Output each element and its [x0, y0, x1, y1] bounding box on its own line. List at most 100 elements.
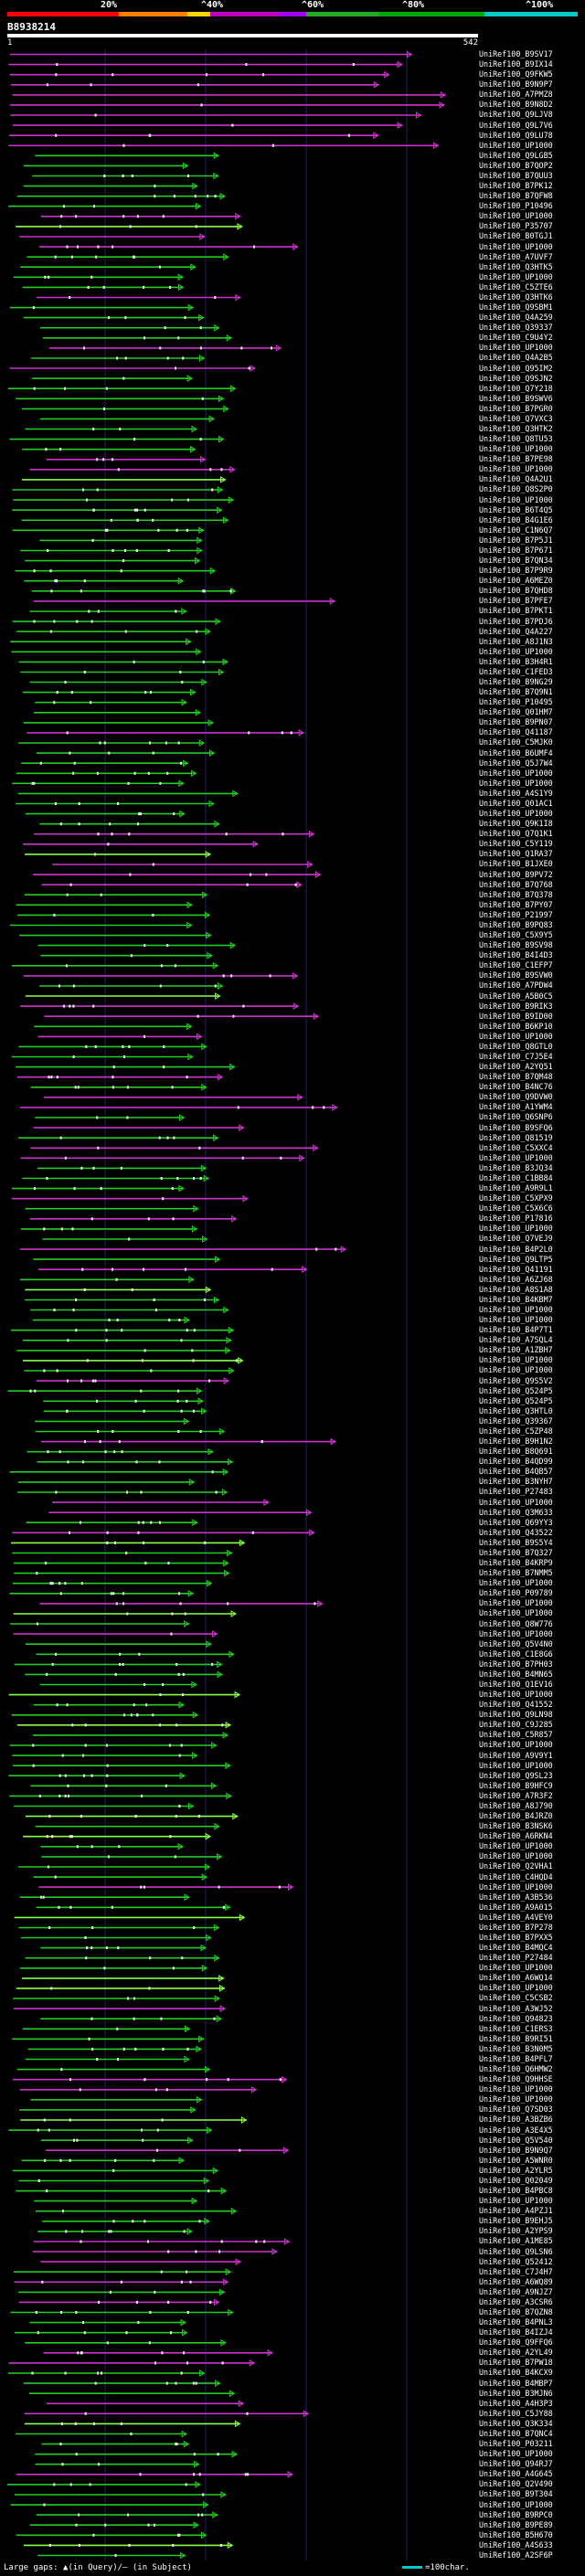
hit-track[interactable]: [24, 891, 208, 899]
hit-track[interactable]: [32, 172, 219, 180]
hit-track[interactable]: [22, 445, 197, 453]
hit-track[interactable]: [22, 1975, 225, 1982]
hit-label[interactable]: UniRef100_Q7VEJ9: [479, 1234, 553, 1244]
hit-track[interactable]: [42, 1235, 208, 1243]
hit-track[interactable]: [25, 2338, 227, 2347]
hit-track[interactable]: [25, 1670, 224, 1679]
hit-label[interactable]: UniRef100_A8J1N3: [479, 636, 553, 646]
hit-label[interactable]: UniRef100_Q52412: [479, 2256, 553, 2266]
hit-track[interactable]: [25, 1954, 220, 1962]
hit-label[interactable]: UniRef100_B7Q768: [479, 879, 553, 889]
hit-label[interactable]: UniRef100_B4PNL3: [479, 2317, 553, 2327]
hit-label[interactable]: UniRef100_UP1000: [479, 1224, 553, 1234]
hit-track[interactable]: [8, 1772, 186, 1780]
hit-track[interactable]: [36, 2511, 218, 2518]
hit-label[interactable]: UniRef100_B9SV98: [479, 940, 553, 950]
hit-track[interactable]: [52, 1499, 270, 1506]
hit-label[interactable]: UniRef100_Q3M633: [479, 1507, 553, 1517]
hit-track[interactable]: [12, 2075, 288, 2083]
hit-label[interactable]: UniRef100_A2YL49: [479, 2348, 553, 2358]
hit-track[interactable]: [15, 567, 217, 575]
hit-track[interactable]: [12, 1579, 213, 1587]
hit-track[interactable]: [10, 638, 192, 646]
hit-track[interactable]: [35, 2460, 200, 2468]
hit-track[interactable]: [9, 50, 413, 58]
hit-label[interactable]: UniRef100_A3B536: [479, 1892, 553, 1902]
hit-track[interactable]: [35, 1822, 220, 1830]
hit-label[interactable]: UniRef100_B0TGJ1: [479, 231, 553, 241]
hit-track[interactable]: [14, 2005, 227, 2012]
hit-label[interactable]: UniRef100_Q8W776: [479, 1618, 553, 1628]
hit-label[interactable]: UniRef100_B7P278: [479, 1922, 553, 1932]
hit-track[interactable]: [9, 1468, 229, 1476]
hit-label[interactable]: UniRef100_B4QB57: [479, 1467, 553, 1477]
hit-label[interactable]: UniRef100_A4VEY0: [479, 1912, 553, 1922]
hit-label[interactable]: UniRef100_A1YWM4: [479, 1102, 553, 1112]
hit-track[interactable]: [24, 1367, 235, 1374]
hit-label[interactable]: UniRef100_A9NJZ7: [479, 2286, 553, 2296]
hit-label[interactable]: UniRef100_UP1000: [479, 494, 553, 504]
hit-track[interactable]: [16, 1073, 224, 1081]
hit-track[interactable]: [19, 1246, 347, 1253]
hit-label[interactable]: UniRef100_C5X6C6: [479, 1203, 553, 1214]
hit-track[interactable]: [36, 1903, 231, 1912]
hit-track[interactable]: [11, 1711, 199, 1719]
hit-label[interactable]: UniRef100_B4P2L0: [479, 1244, 553, 1254]
hit-track[interactable]: [43, 1407, 207, 1415]
hit-label[interactable]: UniRef100_Q524P5: [479, 1395, 553, 1405]
hit-label[interactable]: UniRef100_C1N6Q7: [479, 525, 553, 535]
hit-label[interactable]: UniRef100_Q1RA37: [479, 849, 553, 859]
hit-track[interactable]: [21, 516, 229, 525]
hit-label[interactable]: UniRef100_Q4A2U1: [479, 474, 553, 484]
hit-track[interactable]: [48, 345, 282, 352]
hit-label[interactable]: UniRef100_B9H1N2: [479, 1436, 553, 1447]
hit-label[interactable]: UniRef100_UP1000: [479, 1983, 553, 1993]
hit-label[interactable]: UniRef100_Q41552: [479, 1700, 553, 1710]
hit-label[interactable]: UniRef100_A9A015: [479, 1902, 553, 1912]
hit-track[interactable]: [23, 2541, 234, 2549]
hit-label[interactable]: UniRef100_P10495: [479, 697, 553, 707]
hit-track[interactable]: [24, 2420, 241, 2428]
hit-track[interactable]: [27, 2045, 202, 2053]
hit-label[interactable]: UniRef100_C5XPX9: [479, 1193, 553, 1203]
hit-track[interactable]: [24, 2410, 310, 2418]
hit-label[interactable]: UniRef100_Q9LN98: [479, 1710, 553, 1720]
hit-track[interactable]: [16, 223, 243, 230]
hit-label[interactable]: UniRef100_A4PZJ1: [479, 2206, 553, 2216]
hit-track[interactable]: [39, 1600, 324, 1607]
hit-label[interactable]: UniRef100_C1FED3: [479, 666, 553, 676]
hit-label[interactable]: UniRef100_Q7VXC3: [479, 413, 553, 423]
hit-track[interactable]: [14, 1913, 246, 1922]
hit-track[interactable]: [18, 1924, 220, 1932]
hit-track[interactable]: [33, 1873, 208, 1881]
hit-label[interactable]: UniRef100_P21997: [479, 909, 553, 919]
hit-track[interactable]: [10, 1620, 190, 1627]
hit-label[interactable]: UniRef100_C5X9Y5: [479, 930, 553, 940]
hit-label[interactable]: UniRef100_C5R857: [479, 1730, 553, 1740]
hit-track[interactable]: [24, 577, 185, 585]
hit-track[interactable]: [16, 1489, 229, 1496]
hit-label[interactable]: UniRef100_B4KCX9: [479, 2368, 553, 2378]
hit-track[interactable]: [36, 1650, 235, 1659]
hit-label[interactable]: UniRef100_B9T304: [479, 2489, 553, 2499]
hit-label[interactable]: UniRef100_Q7Q1K1: [479, 829, 553, 839]
hit-track[interactable]: [21, 405, 229, 413]
hit-label[interactable]: UniRef100_UP1000: [479, 1305, 553, 1314]
hit-label[interactable]: UniRef100_C5CSB2: [479, 1993, 553, 2003]
hit-label[interactable]: UniRef100_A4H3P3: [479, 2398, 553, 2408]
hit-track[interactable]: [9, 101, 445, 109]
hit-track[interactable]: [22, 2025, 191, 2033]
hit-track[interactable]: [7, 2481, 201, 2488]
hit-track[interactable]: [16, 2065, 211, 2073]
hit-label[interactable]: UniRef100_B9HFC9: [479, 1780, 553, 1790]
hit-track[interactable]: [33, 1124, 245, 1131]
hit-track[interactable]: [13, 496, 235, 504]
hit-label[interactable]: UniRef100_UP1000: [479, 1497, 553, 1507]
hit-track[interactable]: [17, 1134, 219, 1142]
hit-track[interactable]: [11, 1326, 235, 1334]
hit-label[interactable]: UniRef100_Q9SL23: [479, 1770, 553, 1780]
hit-label[interactable]: UniRef100_P27483: [479, 1487, 553, 1497]
hit-track[interactable]: [13, 273, 185, 281]
hit-track[interactable]: [40, 212, 241, 220]
hit-track[interactable]: [29, 2318, 186, 2327]
